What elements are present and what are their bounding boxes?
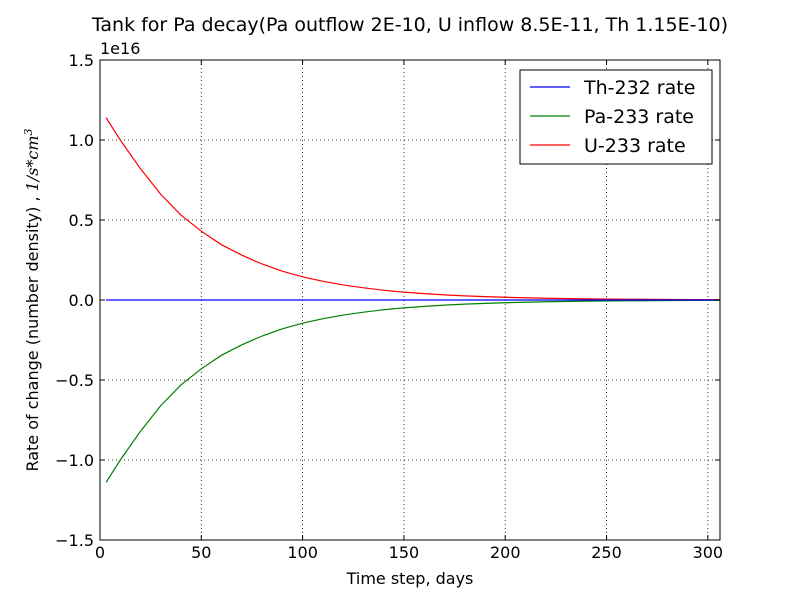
x-tick-label: 0 (95, 543, 105, 562)
series-line-u-233-rate (105, 117, 721, 301)
x-axis-label: Time step, days (346, 569, 474, 588)
y-tick-label: 1.5 (69, 51, 94, 70)
axis-ticks: 0 50 100 150 200 250 300 −1.5 −1.0 −0.5 0.0 0.5 1.0 1… (55, 51, 723, 562)
legend-label: Th-232 rate (583, 77, 695, 99)
y-axis-label: Rate of change (number density) , 1/s*cm… (22, 128, 42, 471)
x-tick-label: 200 (490, 543, 521, 562)
x-tick-label: 50 (191, 543, 211, 562)
legend-label: Pa-233 rate (584, 106, 694, 128)
y-tick-label: 1.0 (69, 131, 94, 150)
y-axis-label-unit: 1/s*cm (23, 135, 42, 191)
y-tick-label: −0.5 (55, 371, 94, 390)
x-tick-label: 100 (287, 543, 318, 562)
series-line-pa-233-rate (105, 299, 721, 483)
y-tick-label: −1.0 (55, 451, 94, 470)
y-axis-label-text: Rate of change (number density) , (23, 191, 42, 471)
chart-title: Tank for Pa decay(Pa outflow 2E-10, U in… (91, 14, 728, 36)
legend-label: U-233 rate (584, 135, 686, 157)
data-series (105, 117, 721, 483)
x-tick-label: 150 (389, 543, 420, 562)
y-axis-multiplier: 1e16 (100, 39, 140, 58)
x-tick-label: 300 (693, 543, 724, 562)
y-axis-label-unit-exponent: 3 (22, 128, 35, 135)
x-tick-label: 250 (591, 543, 622, 562)
y-tick-label: 0.5 (69, 211, 94, 230)
y-tick-label: 0.0 (69, 291, 94, 310)
legend-box (519, 69, 713, 165)
y-tick-label: −1.5 (55, 531, 94, 550)
legend: Th-232 rate Pa-233 rate U-233 rate (519, 69, 713, 165)
